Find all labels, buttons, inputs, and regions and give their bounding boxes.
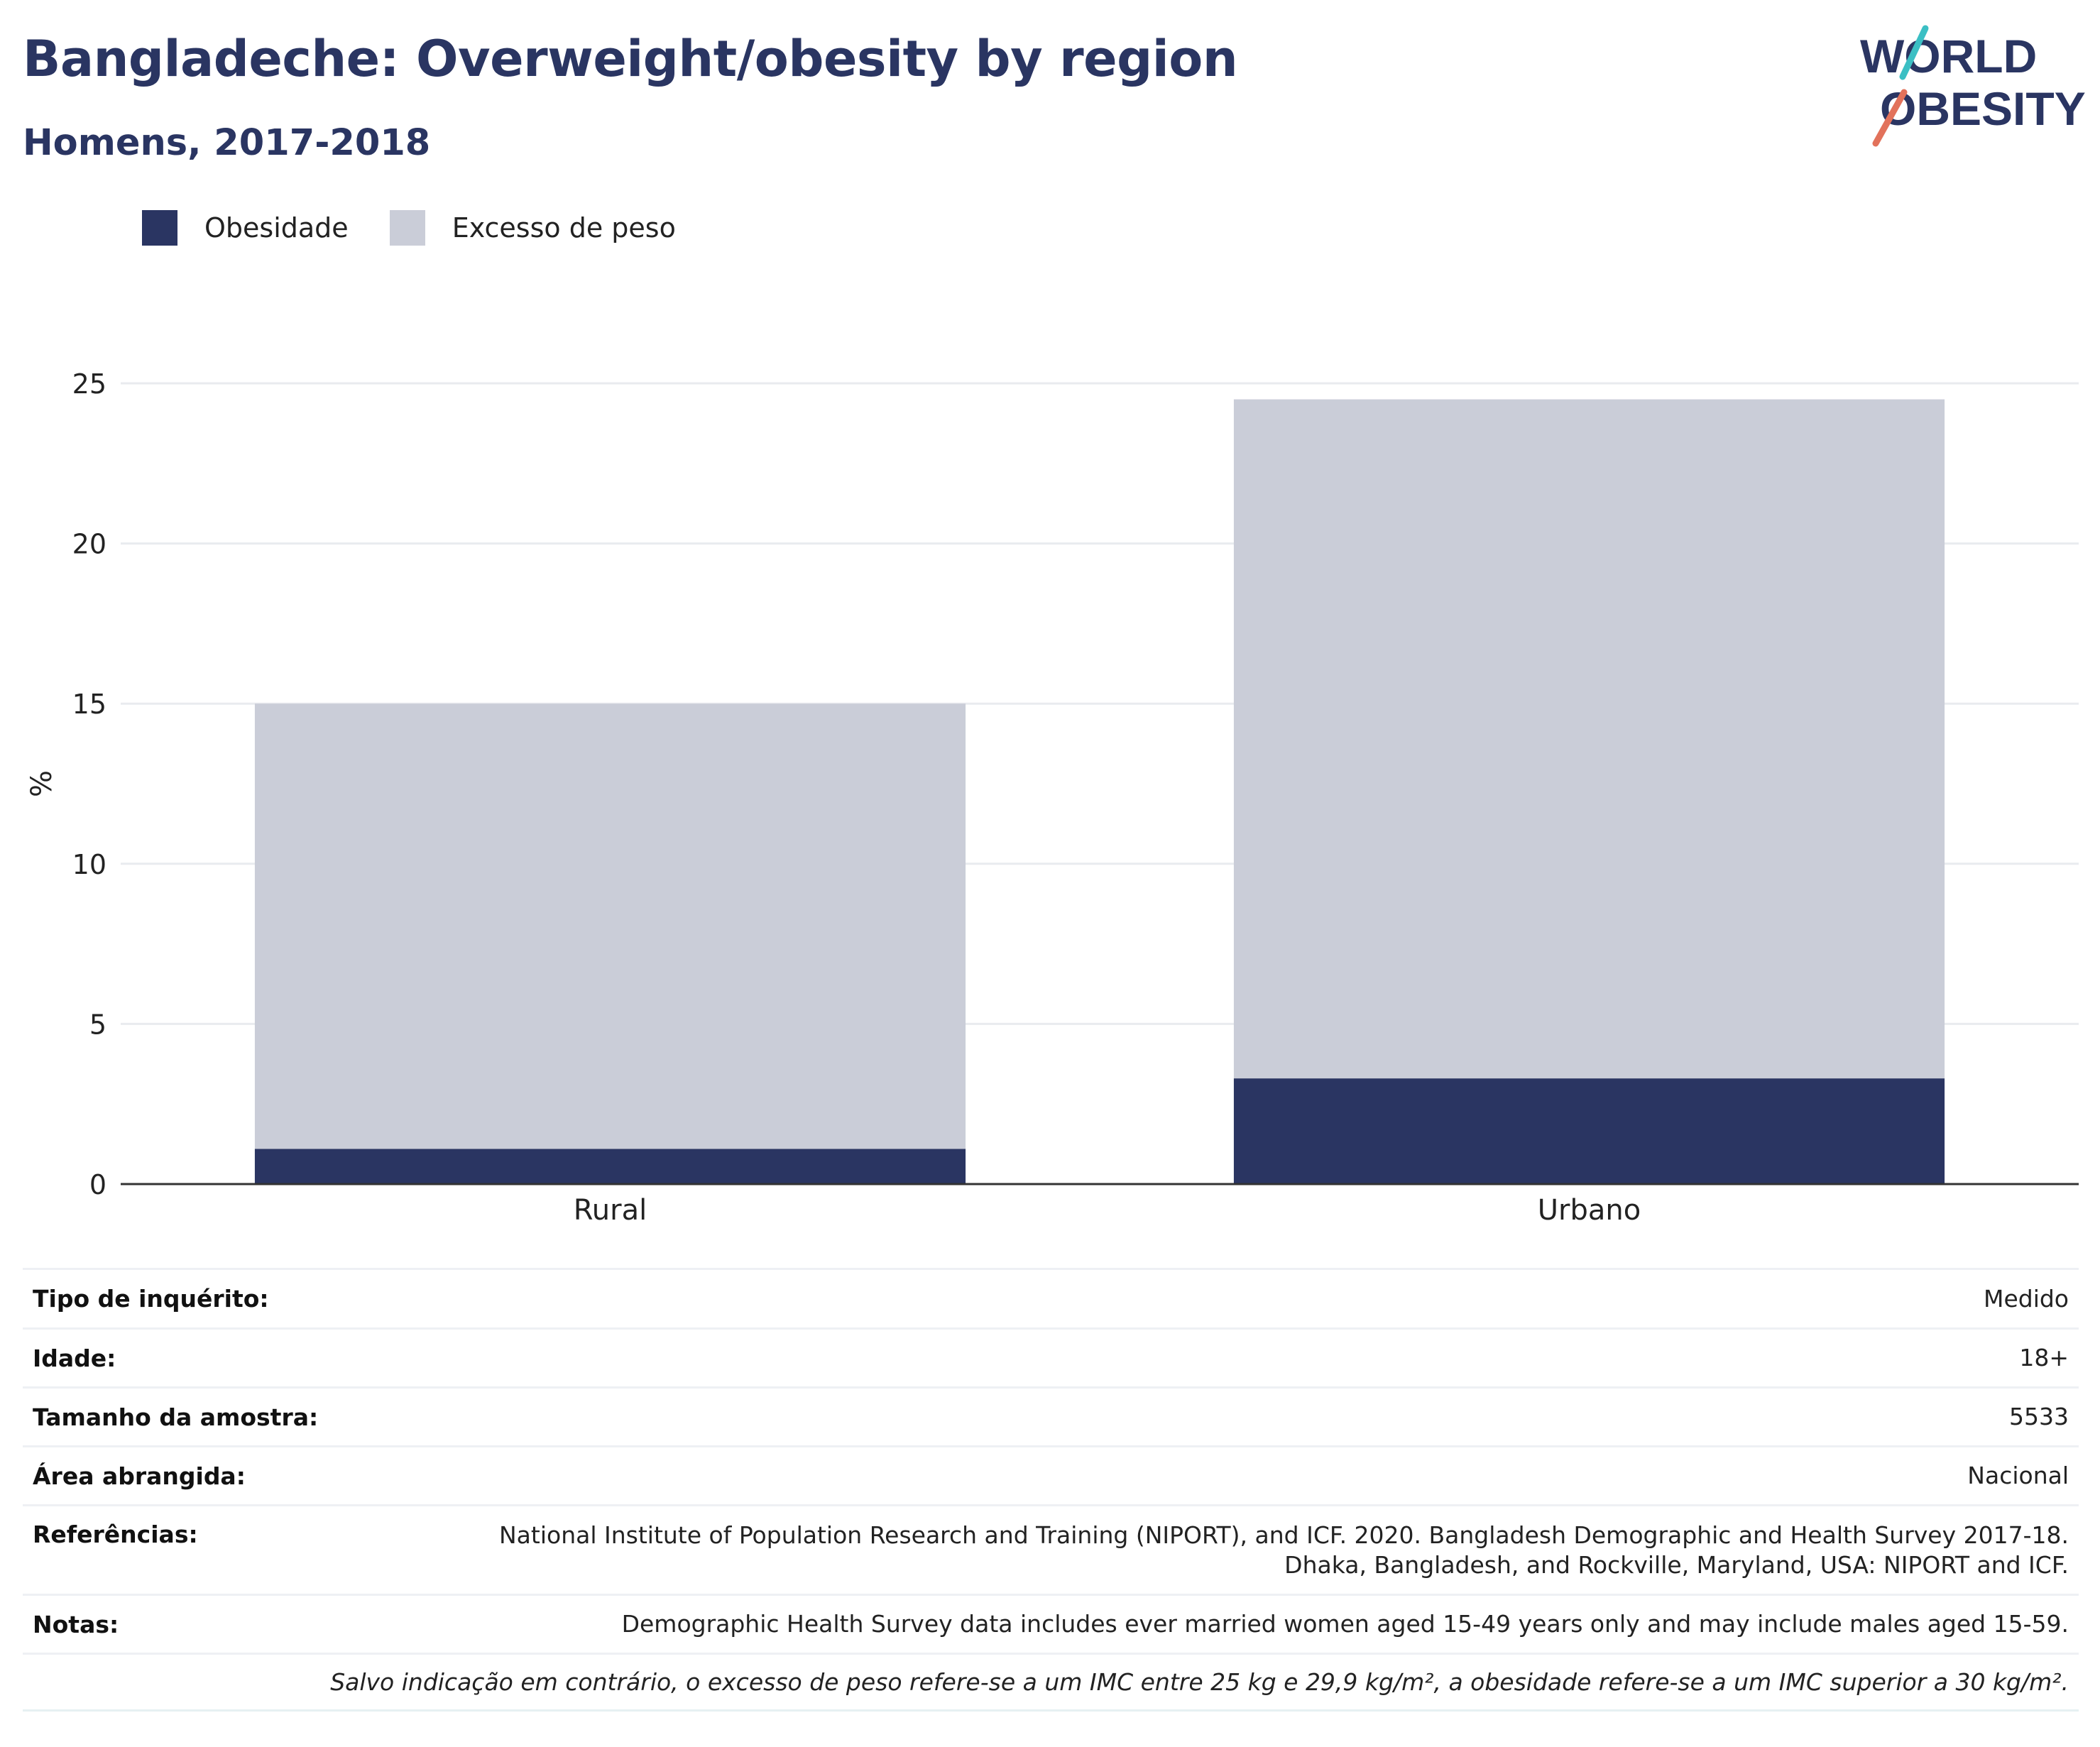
info-value: 5533 (2009, 1403, 2069, 1430)
y-tick-label: 20 (72, 529, 106, 560)
chart-title: Bangladeche: Overweight/obesity by regio… (23, 30, 1238, 88)
legend-item-obesity[interactable]: Obesidade (142, 210, 349, 246)
info-label: Tamanho da amostra: (33, 1403, 319, 1431)
logo-slash-coral (1872, 89, 1908, 147)
info-value: 18+ (2019, 1344, 2069, 1371)
y-tick-label: 10 (72, 849, 106, 880)
info-label: Referências: (33, 1521, 198, 1548)
info-label: Notas: (33, 1610, 119, 1638)
info-row-footnote: Salvo indicação em contrário, o excesso … (23, 1653, 2079, 1712)
logo-word-2: OBESITY (1880, 82, 2086, 135)
info-table: Tipo de inquérito: Medido Idade: 18+ Tam… (23, 1268, 2079, 1712)
bar-overweight-rural (254, 703, 966, 1149)
legend-item-overweight[interactable]: Excesso de peso (389, 210, 676, 246)
info-value: Demographic Health Survey data includes … (621, 1610, 2069, 1638)
info-label: Tipo de inquérito: (33, 1285, 269, 1313)
chart-subtitle: Homens, 2017-2018 (23, 122, 431, 164)
legend-label-overweight: Excesso de peso (452, 212, 676, 243)
bar-chart: 0 5 10 15 20 25% Rural Urbano (26, 368, 2079, 1227)
logo-slash-teal (1899, 25, 1929, 80)
legend-label-obesity: Obesidade (204, 212, 349, 243)
info-label: Área abrangida: (33, 1462, 246, 1490)
info-value: Medido (1983, 1284, 2069, 1313)
info-value: Nacional (1967, 1462, 2069, 1489)
y-tick-label: 25 (72, 368, 106, 400)
reference-line-1: National Institute of Population Researc… (499, 1521, 2069, 1549)
bar-obesity-rural (254, 1149, 966, 1184)
bar-overweight-urbano (1233, 399, 1945, 1079)
y-axis-label: % (26, 770, 58, 797)
y-tick-label: 5 (89, 1009, 106, 1040)
legend-swatch-overweight (389, 210, 425, 246)
info-row-survey-type: Tipo de inquérito: Medido (23, 1268, 2079, 1327)
legend-swatch-obesity (142, 210, 177, 246)
x-tick-label: Urbano (1538, 1194, 1641, 1227)
chart-legend: Obesidade Excesso de peso (142, 210, 717, 246)
y-tick-label: 0 (89, 1169, 106, 1200)
reference-line-2: Dhaka, Bangladesh, and Rockville, Maryla… (1284, 1551, 2069, 1579)
footnote-text: Salvo indicação em contrário, o excesso … (330, 1667, 2069, 1696)
info-row-area: Área abrangida: Nacional (23, 1445, 2079, 1504)
x-tick-label: Rural (574, 1194, 647, 1227)
info-label: Idade: (33, 1344, 116, 1372)
logo-word-1: WORLD (1860, 30, 2037, 82)
y-tick-label: 15 (72, 689, 106, 720)
info-row-notes: Notas: Demographic Health Survey data in… (23, 1594, 2079, 1653)
info-row-sample-size: Tamanho da amostra: 5533 (23, 1386, 2079, 1445)
bar-obesity-urbano (1233, 1078, 1945, 1184)
info-value: National Institute of Population Researc… (499, 1521, 2069, 1580)
info-row-references: Referências: National Institute of Popul… (23, 1504, 2079, 1594)
world-obesity-logo: WORLD OBESITY (1860, 25, 2086, 147)
info-row-age: Idade: 18+ (23, 1327, 2079, 1386)
